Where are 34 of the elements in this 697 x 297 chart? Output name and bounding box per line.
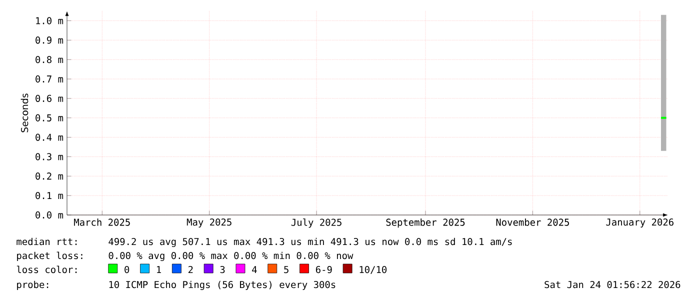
y-tick-label: 0.1 m bbox=[36, 192, 64, 200]
text: median rtt: bbox=[16, 238, 77, 246]
legend-label: 4 bbox=[252, 266, 257, 273]
legend-label: 6-9 bbox=[316, 266, 332, 274]
y-tick-label: 0.4 m bbox=[36, 134, 64, 141]
y-tick-label: 0.6 m bbox=[36, 94, 64, 102]
y-tick-label: 0.3 m bbox=[36, 153, 64, 160]
text: Sat Jan 24 01:56:22 2026 bbox=[544, 280, 680, 288]
text: 499.2 us avg 507.1 us max 491.3 us min 491.3 us now 0.0 ms sd 10.1 am/s bbox=[108, 238, 512, 248]
x-tick-label: March 2025 bbox=[74, 218, 130, 226]
text: 10 ICMP Echo Pings (56 Bytes) every 300s bbox=[109, 280, 336, 290]
text: probe: bbox=[17, 280, 48, 290]
text: packet loss: bbox=[17, 252, 82, 261]
y-tick-label: 0.0 m bbox=[36, 211, 64, 219]
y-tick-label: 0.9 m bbox=[36, 36, 64, 44]
x-tick-label: November 2025 bbox=[496, 218, 569, 226]
legend-label: 1 bbox=[157, 266, 161, 273]
text: 0.00 % avg 0.00 % max 0.00 % min 0.00 % now bbox=[108, 252, 354, 262]
x-tick-label: May 2025 bbox=[186, 218, 232, 228]
y-axis-title: Seconds bbox=[20, 94, 28, 132]
y-tick-label: 0.5 m bbox=[36, 114, 64, 122]
legend-label: 3 bbox=[220, 266, 225, 274]
x-tick-label: January 2026 bbox=[606, 218, 674, 228]
x-tick-label: September 2025 bbox=[386, 218, 465, 228]
y-tick-label: 0.7 m bbox=[36, 75, 64, 83]
legend-label: 2 bbox=[188, 266, 193, 273]
y-tick-label: 1.0 m bbox=[36, 17, 64, 24]
legend-label: 5 bbox=[284, 266, 288, 274]
x-tick-label: July 2025 bbox=[291, 218, 342, 228]
y-tick-label: 0.2 m bbox=[36, 172, 64, 180]
legend-label: 10/10 bbox=[360, 266, 387, 274]
y-tick-label: 0.8 m bbox=[36, 56, 64, 64]
legend-title: loss color: bbox=[16, 266, 77, 274]
legend-label: 0 bbox=[124, 266, 130, 274]
